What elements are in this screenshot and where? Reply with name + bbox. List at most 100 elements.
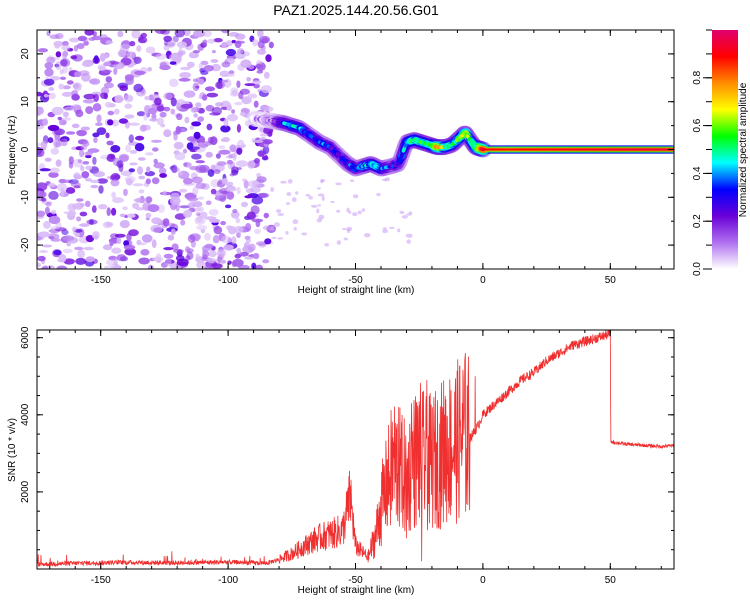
noise-blob xyxy=(102,244,113,251)
noise-blob xyxy=(189,200,196,205)
noise-blob xyxy=(55,141,62,148)
noise-blob xyxy=(253,100,259,108)
noise-blob xyxy=(85,235,95,243)
noise-blob xyxy=(37,182,48,191)
noise-speck xyxy=(330,200,335,204)
noise-blob xyxy=(141,234,153,243)
noise-blob xyxy=(43,78,55,86)
noise-blob xyxy=(85,256,95,263)
noise-speck xyxy=(401,215,408,219)
noise-blob xyxy=(236,80,241,88)
noise-blob xyxy=(219,79,229,83)
noise-speck xyxy=(346,207,350,213)
noise-blob xyxy=(80,144,87,151)
noise-blob xyxy=(124,94,134,103)
noise-blob xyxy=(66,80,74,85)
noise-blob xyxy=(144,170,156,177)
noise-blob xyxy=(119,85,128,92)
noise-speck xyxy=(382,229,389,234)
noise-blob xyxy=(46,265,55,269)
noise-blob xyxy=(92,56,101,64)
noise-blob xyxy=(145,212,152,218)
noise-blob xyxy=(237,48,245,55)
noise-blob xyxy=(197,107,205,114)
noise-blob xyxy=(62,248,73,254)
noise-blob xyxy=(117,49,127,58)
noise-blob xyxy=(225,204,232,209)
noise-blob xyxy=(37,262,42,268)
noise-blob xyxy=(244,83,256,87)
noise-blob xyxy=(234,40,242,49)
noise-blob xyxy=(72,83,80,89)
noise-blob xyxy=(180,66,191,71)
noise-blob xyxy=(58,254,67,263)
x-tick-label: -150 xyxy=(91,275,111,286)
noise-blob xyxy=(197,116,205,122)
noise-blob xyxy=(257,30,264,38)
noise-blob xyxy=(98,34,108,39)
noise-blob xyxy=(73,45,79,52)
noise-blob xyxy=(170,108,176,115)
noise-blob xyxy=(105,259,116,266)
noise-blob xyxy=(234,101,243,106)
noise-blob xyxy=(145,46,156,54)
noise-speck xyxy=(352,194,359,199)
noise-blob xyxy=(165,257,172,267)
noise-blob xyxy=(48,171,59,178)
noise-blob xyxy=(68,210,77,217)
noise-blob xyxy=(61,44,71,51)
noise-blob xyxy=(236,123,241,133)
noise-blob xyxy=(124,248,136,256)
noise-blob xyxy=(215,153,221,159)
noise-blob xyxy=(140,32,147,38)
noise-speck xyxy=(317,204,322,207)
noise-blob xyxy=(195,164,207,174)
spectrogram-signal-track xyxy=(245,110,674,177)
noise-blob xyxy=(98,66,106,71)
noise-blob xyxy=(105,132,110,139)
noise-blob xyxy=(70,182,81,187)
noise-speck xyxy=(293,227,297,231)
snr-frame xyxy=(36,329,675,570)
noise-blob xyxy=(71,123,80,129)
noise-blob xyxy=(39,168,51,172)
noise-blob xyxy=(256,70,264,74)
noise-blob xyxy=(63,258,75,265)
noise-blob xyxy=(209,218,221,223)
noise-speck xyxy=(346,226,353,232)
noise-blob xyxy=(255,64,264,69)
noise-blob xyxy=(212,235,220,244)
noise-blob xyxy=(207,38,216,44)
noise-blob xyxy=(240,201,249,208)
noise-blob xyxy=(213,226,223,235)
noise-blob xyxy=(190,106,197,113)
noise-blob xyxy=(107,110,115,116)
y-tick-label: 0 xyxy=(20,146,31,152)
noise-blob xyxy=(154,97,162,106)
noise-blob xyxy=(77,35,87,42)
colorbar-tick-label: 0.6 xyxy=(692,118,703,132)
noise-blob xyxy=(264,238,272,245)
noise-blob xyxy=(145,152,154,156)
noise-blob xyxy=(200,70,209,75)
noise-speck xyxy=(316,208,320,214)
noise-speck xyxy=(305,193,311,197)
noise-blob xyxy=(185,246,190,253)
noise-blob xyxy=(118,118,128,124)
noise-blob xyxy=(231,210,240,219)
noise-blob xyxy=(262,145,270,155)
noise-blob xyxy=(196,225,208,231)
noise-blob xyxy=(180,128,186,132)
noise-blob xyxy=(49,34,60,39)
noise-blob xyxy=(129,149,138,154)
noise-blob xyxy=(129,40,136,47)
noise-blob xyxy=(243,180,249,189)
noise-blob xyxy=(74,246,83,250)
noise-blob xyxy=(259,133,268,137)
noise-blob xyxy=(236,232,241,238)
noise-blob xyxy=(180,219,186,226)
noise-blob xyxy=(113,67,118,75)
noise-blob xyxy=(193,30,206,38)
noise-blob xyxy=(159,111,167,118)
noise-blob xyxy=(62,65,68,74)
